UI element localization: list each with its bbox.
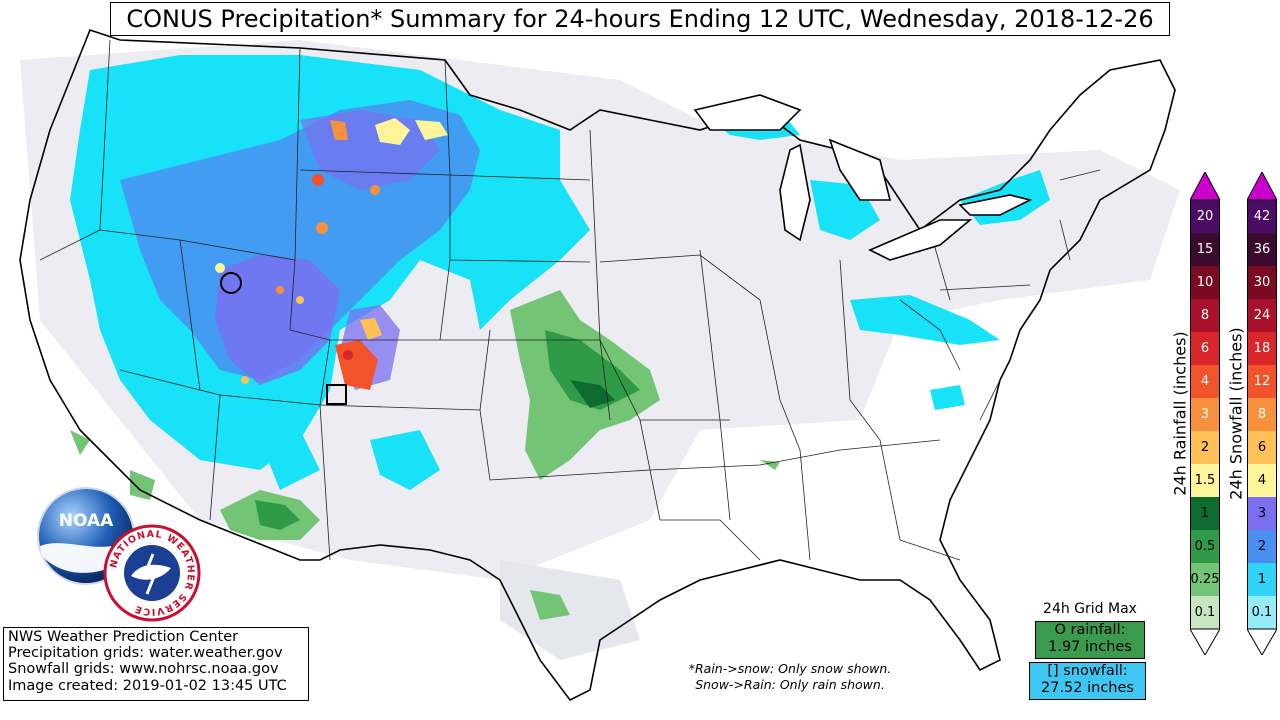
snowfall-colorbar-label: 0.1 <box>1251 605 1273 620</box>
noaa-logo-text: NOAA <box>59 511 114 531</box>
rainfall-colorbar-swatch <box>1190 530 1220 563</box>
info-line-1: NWS Weather Prediction Center <box>8 629 239 645</box>
rainfall-colorbar-swatch <box>1190 596 1220 629</box>
snowfall-colorbar: 42 36 30 24 18 12 8 6 4 3 2 1 0.1 <box>1247 172 1277 656</box>
rain-snow-note: *Rain->snow: Only snow shown. Snow->Rain… <box>660 661 920 693</box>
snowfall-colorbar-bottom-arrow <box>1247 628 1277 655</box>
snowfall-colorbar-label: 8 <box>1257 407 1267 422</box>
rainfall-colorbar-label: 8 <box>1200 308 1210 323</box>
snowfall-colorbar-swatch <box>1247 365 1277 398</box>
rainfall-colorbar-label: 0.1 <box>1194 605 1216 620</box>
max-snowfall-box: [] snowfall: 27.52 inches <box>1029 662 1146 700</box>
snowfall-legend-title: 24h Snowfall (inches) <box>1226 327 1246 500</box>
rainfall-colorbar-label: 10 <box>1196 275 1214 290</box>
rainfall-colorbar-swatch <box>1190 398 1220 431</box>
snowfall-colorbar-graphic <box>1247 172 1277 655</box>
great-lakes <box>693 94 1033 261</box>
info-line-2: Precipitation grids: water.weather.gov <box>8 645 283 662</box>
rainfall-colorbar-label: 4 <box>1200 374 1210 389</box>
rainfall-colorbar-label: 20 <box>1196 209 1214 224</box>
rainfall-colorbar-label: 1 <box>1200 506 1210 521</box>
snowfall-colorbar-label: 30 <box>1253 275 1271 290</box>
snowfall-colorbar-label: 3 <box>1257 506 1267 521</box>
snowfall-colorbar-label: 12 <box>1253 374 1271 389</box>
snowfall-colorbar-swatch <box>1247 332 1277 365</box>
snowfall-colorbar-swatch <box>1247 431 1277 464</box>
note-line-1: *Rain->snow: Only snow shown. <box>688 661 892 676</box>
rainfall-layer <box>70 290 780 620</box>
rainfall-colorbar-label: 0.5 <box>1194 539 1216 554</box>
snowfall-hotspots <box>215 118 448 390</box>
snowfall-colorbar-swatch <box>1247 200 1277 233</box>
rainfall-colorbar-label: 15 <box>1196 242 1214 257</box>
snowfall-colorbar-swatch <box>1247 233 1277 266</box>
max-snowfall-label: [] snowfall: <box>1047 663 1128 679</box>
snowfall-colorbar-swatch <box>1247 464 1277 497</box>
snowfall-colorbar-swatch <box>1247 530 1277 563</box>
snowfall-colorbar-label: 24 <box>1253 308 1271 323</box>
note-line-2: Snow->Rain: Only rain shown. <box>695 677 885 692</box>
state-lines <box>39 39 1101 561</box>
rainfall-colorbar-label: 3 <box>1200 407 1210 422</box>
snowfall-colorbar-swatch <box>1247 266 1277 299</box>
rainfall-colorbar-bottom-arrow <box>1190 628 1220 655</box>
rainfall-colorbar-swatch <box>1190 233 1220 266</box>
rainfall-colorbar-frame <box>1190 199 1220 630</box>
snowfall-colorbar-swatch <box>1247 563 1277 596</box>
rainfall-colorbar-label: 0.25 <box>1190 572 1220 587</box>
nws-logo: NATIONAL WEATHER SERVICE <box>103 524 201 622</box>
rainfall-colorbar-label: 1.5 <box>1194 473 1216 488</box>
snowfall-colorbar-top-arrow <box>1247 172 1277 201</box>
info-line-4: Image created: 2019-01-02 13:45 UTC <box>8 677 287 694</box>
rainfall-colorbar-swatch <box>1190 563 1220 596</box>
rainfall-colorbar-swatch <box>1190 266 1220 299</box>
rainfall-colorbar: 20 15 10 8 6 4 3 2 1.5 1 0.5 0.25 0.1 <box>1190 172 1220 656</box>
rainfall-colorbar-label: 2 <box>1200 440 1210 455</box>
snowfall-colorbar-swatch <box>1247 596 1277 629</box>
snowfall-heavy-layer <box>120 100 480 390</box>
snowfall-colorbar-swatch <box>1247 398 1277 431</box>
rainfall-colorbar-label: 6 <box>1200 341 1210 356</box>
rainfall-colorbar-swatch <box>1190 299 1220 332</box>
rainfall-colorbar-swatch <box>1190 332 1220 365</box>
snowfall-colorbar-label: 1 <box>1257 572 1267 587</box>
snowfall-colorbar-label: 18 <box>1253 341 1271 356</box>
info-box: NWS Weather Prediction Center Precipitat… <box>3 627 309 701</box>
snowfall-colorbar-frame <box>1247 199 1277 630</box>
rainfall-legend-title: 24h Rainfall (inches) <box>1170 331 1190 496</box>
rainfall-colorbar-swatch <box>1190 365 1220 398</box>
max-snowfall-marker <box>326 384 347 405</box>
grid-max-label: 24h Grid Max <box>1043 601 1137 617</box>
snowfall-colorbar-label: 6 <box>1257 440 1267 455</box>
rainfall-colorbar-swatch <box>1190 497 1220 530</box>
rainfall-colorbar-top-arrow <box>1190 172 1220 201</box>
snowfall-colorbar-swatch <box>1247 497 1277 530</box>
rainfall-colorbar-swatch <box>1190 431 1220 464</box>
max-rainfall-label: O rainfall: <box>1054 622 1126 638</box>
snowfall-colorbar-swatch <box>1247 299 1277 332</box>
max-rainfall-marker <box>220 272 242 294</box>
rainfall-colorbar-swatch <box>1190 464 1220 497</box>
map-title: CONUS Precipitation* Summary for 24-hour… <box>110 2 1170 36</box>
max-snowfall-value: 27.52 inches <box>1041 680 1134 696</box>
info-line-3: Snowfall grids: www.nohrsc.noaa.gov <box>8 661 279 678</box>
snowfall-colorbar-label: 4 <box>1257 473 1267 488</box>
rainfall-colorbar-swatch <box>1190 200 1220 233</box>
snowfall-colorbar-label: 42 <box>1253 209 1271 224</box>
max-rainfall-value: 1.97 inches <box>1048 639 1132 655</box>
rainfall-colorbar-graphic <box>1190 172 1220 655</box>
snowfall-colorbar-label: 2 <box>1257 539 1267 554</box>
max-rainfall-box: O rainfall: 1.97 inches <box>1035 621 1145 659</box>
snowfall-colorbar-label: 36 <box>1253 242 1271 257</box>
